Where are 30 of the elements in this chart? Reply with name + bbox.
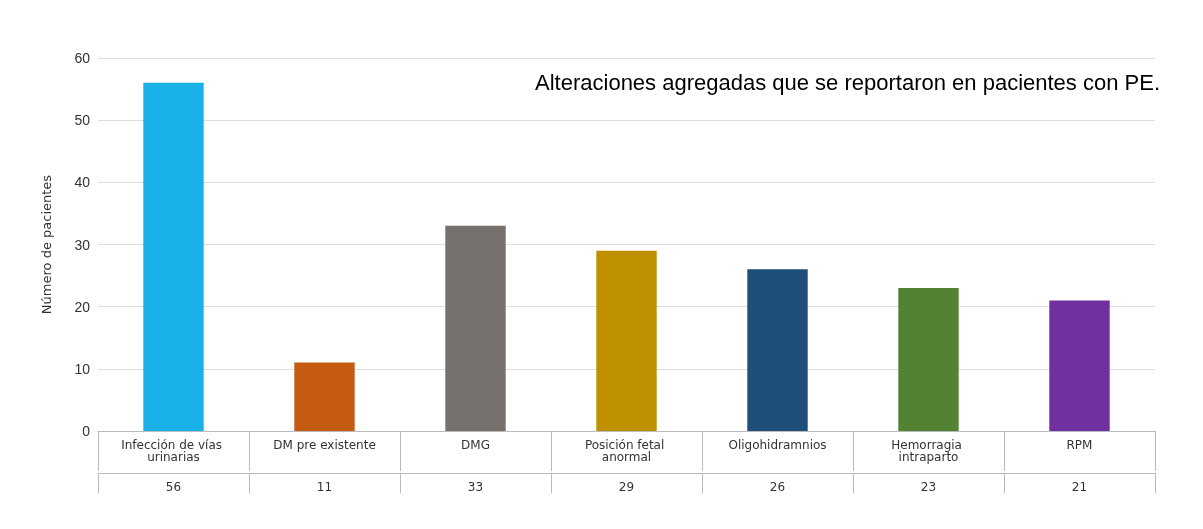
bar [143, 82, 204, 431]
bar [294, 362, 355, 431]
y-tick-label: 60 [74, 50, 91, 66]
y-tick-label: 40 [74, 174, 91, 191]
y-tick-label: 10 [74, 360, 91, 377]
x-tick-label: Hemorragia intraparto [891, 438, 966, 464]
x-tick-label: Oligohidramnios [728, 438, 827, 452]
bar [747, 269, 808, 431]
x-tick-label: DM pre existente [273, 438, 376, 452]
data-label: 33 [467, 480, 484, 494]
x-tick-label: Infección de vías urinarias [121, 438, 226, 464]
y-tick-label: 50 [74, 112, 91, 129]
data-label: 11 [316, 480, 333, 494]
data-label: 26 [769, 480, 786, 494]
bar [1049, 300, 1110, 431]
x-tick-label: Posición fetal anormal [584, 438, 669, 464]
x-tick-label: RPM [1066, 438, 1093, 452]
data-label: 56 [165, 480, 182, 494]
y-axis-title: Número de pacientes [39, 174, 54, 315]
bar [898, 288, 959, 431]
text: Alteraciones agregadas que se reportaron en pacientes con PE. [535, 69, 1161, 95]
y-tick-label: 30 [74, 236, 91, 253]
data-label: 21 [1071, 480, 1088, 494]
y-tick-label: 20 [74, 298, 91, 315]
data-label: 23 [920, 480, 937, 494]
y-tick-label: 0 [82, 423, 91, 439]
x-tick-label: DMG [461, 438, 490, 452]
bar [445, 225, 506, 431]
data-label: 29 [618, 480, 635, 494]
bar [596, 250, 657, 431]
